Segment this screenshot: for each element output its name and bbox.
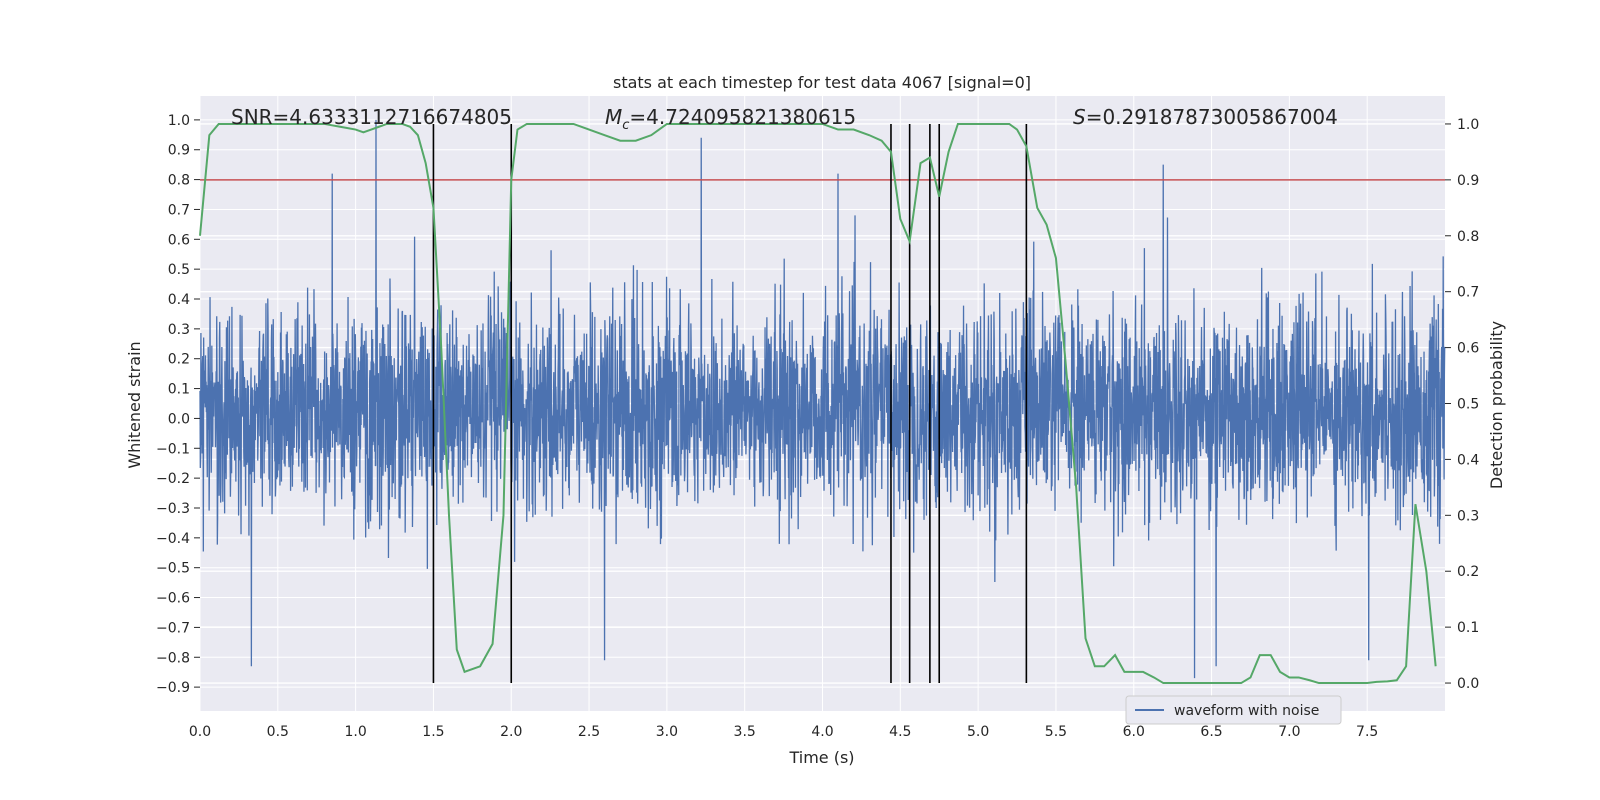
- x-tick-label: 2.0: [500, 724, 522, 740]
- y-left-tick-label: 0.3: [168, 322, 190, 338]
- y-left-tick-label: −0.7: [156, 620, 190, 636]
- x-tick-label: 6.0: [1123, 724, 1145, 740]
- y-left-tick-label: −0.2: [156, 471, 190, 487]
- y-left-tick-label: 0.7: [168, 202, 190, 218]
- y-left-tick-label: 0.6: [168, 232, 190, 248]
- legend-box: [1125, 695, 1342, 725]
- waveform-line: [199, 119, 1446, 679]
- y-left-tick-label: 0.8: [168, 173, 190, 189]
- x-tick-label: 0.0: [189, 724, 211, 740]
- x-tick-label: 7.0: [1278, 724, 1300, 740]
- x-tick-label: 6.5: [1200, 724, 1222, 740]
- y-right-tick-label: 0.0: [1457, 676, 1479, 692]
- s-symbol: S: [1073, 105, 1086, 129]
- y-right-tick-label: 0.3: [1457, 508, 1479, 524]
- y-left-tick-label: 0.0: [168, 411, 190, 427]
- y-left-axis-label: Whitened strain: [125, 341, 144, 468]
- x-axis-ticks: 0.0 0.5 1.0 1.5 2.0 2.5 3.0 3.5 4.0 4.5 5.0 5.5 6.0 6…: [189, 724, 1378, 740]
- x-tick-label: 5.5: [1045, 724, 1067, 740]
- y-left-tick-label: −0.3: [156, 501, 190, 517]
- x-tick-label: 3.0: [656, 724, 678, 740]
- y-right-tick-label: 0.4: [1457, 452, 1479, 468]
- chirp-mass-annotation: Mc=4.724095821380615: [605, 105, 856, 133]
- y-left-tick-label: 0.9: [168, 143, 190, 159]
- chart-title: stats at each timestep for test data 406…: [613, 73, 1031, 92]
- y-right-tick-label: 0.7: [1457, 285, 1479, 301]
- x-tick-label: 3.5: [734, 724, 756, 740]
- y-right-tick-label: 0.9: [1457, 173, 1479, 189]
- y-left-tick-label: 0.4: [168, 292, 190, 308]
- y-left-tick-label: −0.1: [156, 441, 190, 457]
- waveform-series: [199, 119, 1446, 679]
- chirp-mass-subscript: c: [622, 118, 629, 133]
- x-tick-label: 1.5: [422, 724, 444, 740]
- x-tick-label: 4.5: [889, 724, 911, 740]
- y-right-tick-label: 1.0: [1457, 117, 1479, 133]
- y-left-tick-label: −0.5: [156, 561, 190, 577]
- y-left-tick-label: −0.8: [156, 650, 190, 666]
- x-tick-label: 7.5: [1356, 724, 1378, 740]
- y-right-tick-label: 0.6: [1457, 341, 1479, 357]
- s-value: =0.29187873005867004: [1086, 105, 1338, 129]
- y-right-axis-ticks: 0.0 0.1 0.2 0.3 0.4 0.5 0.6 0.7 0.8 0.9 1.0: [1445, 117, 1479, 692]
- y-right-tick-label: 0.1: [1457, 620, 1479, 636]
- snr-annotation: SNR=4.6333112716674805: [231, 105, 512, 129]
- chirp-mass-symbol: M: [605, 105, 622, 129]
- y-left-axis-ticks: −0.9 −0.8 −0.7 −0.6 −0.5 −0.4 −0.3 −0.2 −0.1 0.0 0…: [156, 113, 200, 696]
- y-left-tick-label: 1.0: [168, 113, 190, 129]
- y-left-tick-label: 0.1: [168, 382, 190, 398]
- probability-series: [199, 122, 1437, 685]
- y-right-tick-label: 0.2: [1457, 564, 1479, 580]
- y-right-axis-label: Detection probability: [1487, 321, 1506, 489]
- legend: waveform with noise: [1125, 695, 1342, 725]
- probability-line: [199, 122, 1437, 685]
- legend-label-waveform: waveform with noise: [1174, 703, 1319, 719]
- y-right-tick-label: 0.5: [1457, 397, 1479, 413]
- y-left-tick-label: 0.2: [168, 352, 190, 368]
- x-tick-label: 4.0: [811, 724, 833, 740]
- y-right-tick-label: 0.8: [1457, 229, 1479, 245]
- x-tick-label: 2.5: [578, 724, 600, 740]
- y-left-tick-label: −0.9: [156, 680, 190, 696]
- x-tick-label: 1.0: [344, 724, 366, 740]
- x-tick-label: 5.0: [967, 724, 989, 740]
- x-tick-label: 0.5: [267, 724, 289, 740]
- s-annotation: S=0.29187873005867004: [1073, 105, 1338, 129]
- chirp-mass-value: =4.724095821380615: [629, 105, 856, 129]
- y-left-tick-label: 0.5: [168, 262, 190, 278]
- x-axis-label: Time (s): [788, 748, 854, 767]
- y-left-tick-label: −0.6: [156, 591, 190, 607]
- y-left-tick-label: −0.4: [156, 531, 190, 547]
